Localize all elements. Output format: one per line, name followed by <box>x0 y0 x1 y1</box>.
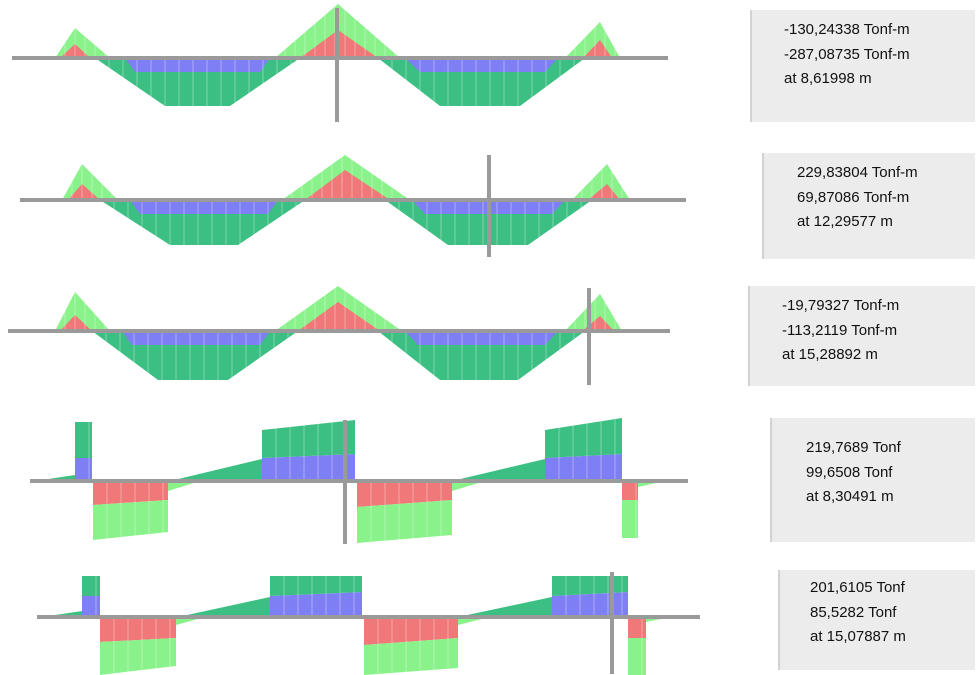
shear-block-lightgreen <box>100 638 176 675</box>
shear-block-red <box>364 617 458 645</box>
moment-trough-inner <box>125 58 270 72</box>
moment-peak-inner <box>60 315 92 331</box>
readout-location: at 8,30491 m <box>806 488 894 505</box>
shear-ramp-up <box>178 597 270 617</box>
readout-panel-moment-1: -130,24338 Tonf-m -287,08735 Tonf-m at 8… <box>750 10 975 122</box>
shear-block-red <box>622 481 638 500</box>
moment-trough-inner <box>405 331 558 345</box>
shear-block-blue <box>270 592 362 617</box>
shear-block-green <box>270 576 362 596</box>
shear-block-blue <box>545 454 622 481</box>
shear-block-blue <box>262 454 355 481</box>
readout-min-value: 85,5282 Tonf <box>810 603 897 621</box>
moment-peak-outer <box>572 164 630 200</box>
shear-block-green <box>262 420 355 458</box>
shear-block-green <box>545 418 622 458</box>
readout-location: at 15,28892 m <box>782 346 878 363</box>
shear-tail <box>452 481 485 491</box>
readout-max-value: -130,24338 Tonf-m <box>784 21 910 38</box>
shear-block-blue <box>82 596 100 617</box>
readout-min-value: 99,6508 Tonf <box>806 463 893 481</box>
shear-block-lightgreen <box>357 500 452 543</box>
shear-block-lightgreen <box>628 638 646 675</box>
readout-panel-moment-2: 229,83804 Tonf-m 69,87086 Tonf-m at 12,2… <box>762 153 975 259</box>
shear-block-lightgreen <box>93 500 168 540</box>
moment-trough-inner <box>130 200 278 214</box>
shear-ramp-up <box>452 459 545 481</box>
readout-panel-shear-2: 201,6105 Tonf 85,5282 Tonf at 15,07887 m <box>778 570 975 670</box>
moment-peak-outer <box>55 292 110 331</box>
shear-block-red <box>93 481 168 505</box>
readout-max-value: 229,83804 Tonf-m <box>797 164 918 181</box>
readout-panel-shear-1: 219,7689 Tonf 99,6508 Tonf at 8,30491 m <box>770 418 975 542</box>
shear-block-red <box>357 481 452 507</box>
moment-peak-inner <box>588 184 620 200</box>
shear-block-blue <box>552 592 628 617</box>
shear-block-red <box>628 617 646 638</box>
moment-trough-inner <box>122 331 270 345</box>
readout-max-value: 219,7689 Tonf <box>806 439 901 456</box>
readout-min-value: -113,2119 Tonf-m <box>782 321 898 339</box>
shear-block-green <box>552 576 628 596</box>
shear-block-green <box>75 422 92 458</box>
readout-location: at 8,61998 m <box>784 70 872 87</box>
moment-peak-inner <box>305 170 390 200</box>
shear-block-red <box>100 617 176 642</box>
shear-tail <box>168 481 200 491</box>
shear-block-lightgreen <box>364 638 458 675</box>
moment-trough-inner <box>405 58 558 72</box>
shear-ramp-up <box>170 459 262 481</box>
shear-block-blue <box>75 458 92 481</box>
shear-block-lightgreen <box>622 500 638 538</box>
shear-ramp-up <box>458 597 552 617</box>
moment-peak-outer <box>565 22 620 58</box>
shear-block-green <box>82 576 100 596</box>
moment-peak-inner <box>298 302 380 331</box>
moment-peak-inner <box>60 44 90 58</box>
moment-peak-inner <box>68 184 100 200</box>
readout-max-value: -19,79327 Tonf-m <box>782 297 900 314</box>
moment-peak-outer <box>565 294 622 331</box>
readout-location: at 15,07887 m <box>810 628 906 645</box>
readout-max-value: 201,6105 Tonf <box>810 579 905 596</box>
readout-min-value: 69,87086 Tonf-m <box>797 188 910 206</box>
readout-location: at 12,29577 m <box>797 213 893 230</box>
readout-min-value: -287,08735 Tonf-m <box>784 45 910 63</box>
moment-peak-inner <box>583 40 612 58</box>
readout-panel-moment-3: -19,79327 Tonf-m -113,2119 Tonf-m at 15,… <box>748 286 975 386</box>
